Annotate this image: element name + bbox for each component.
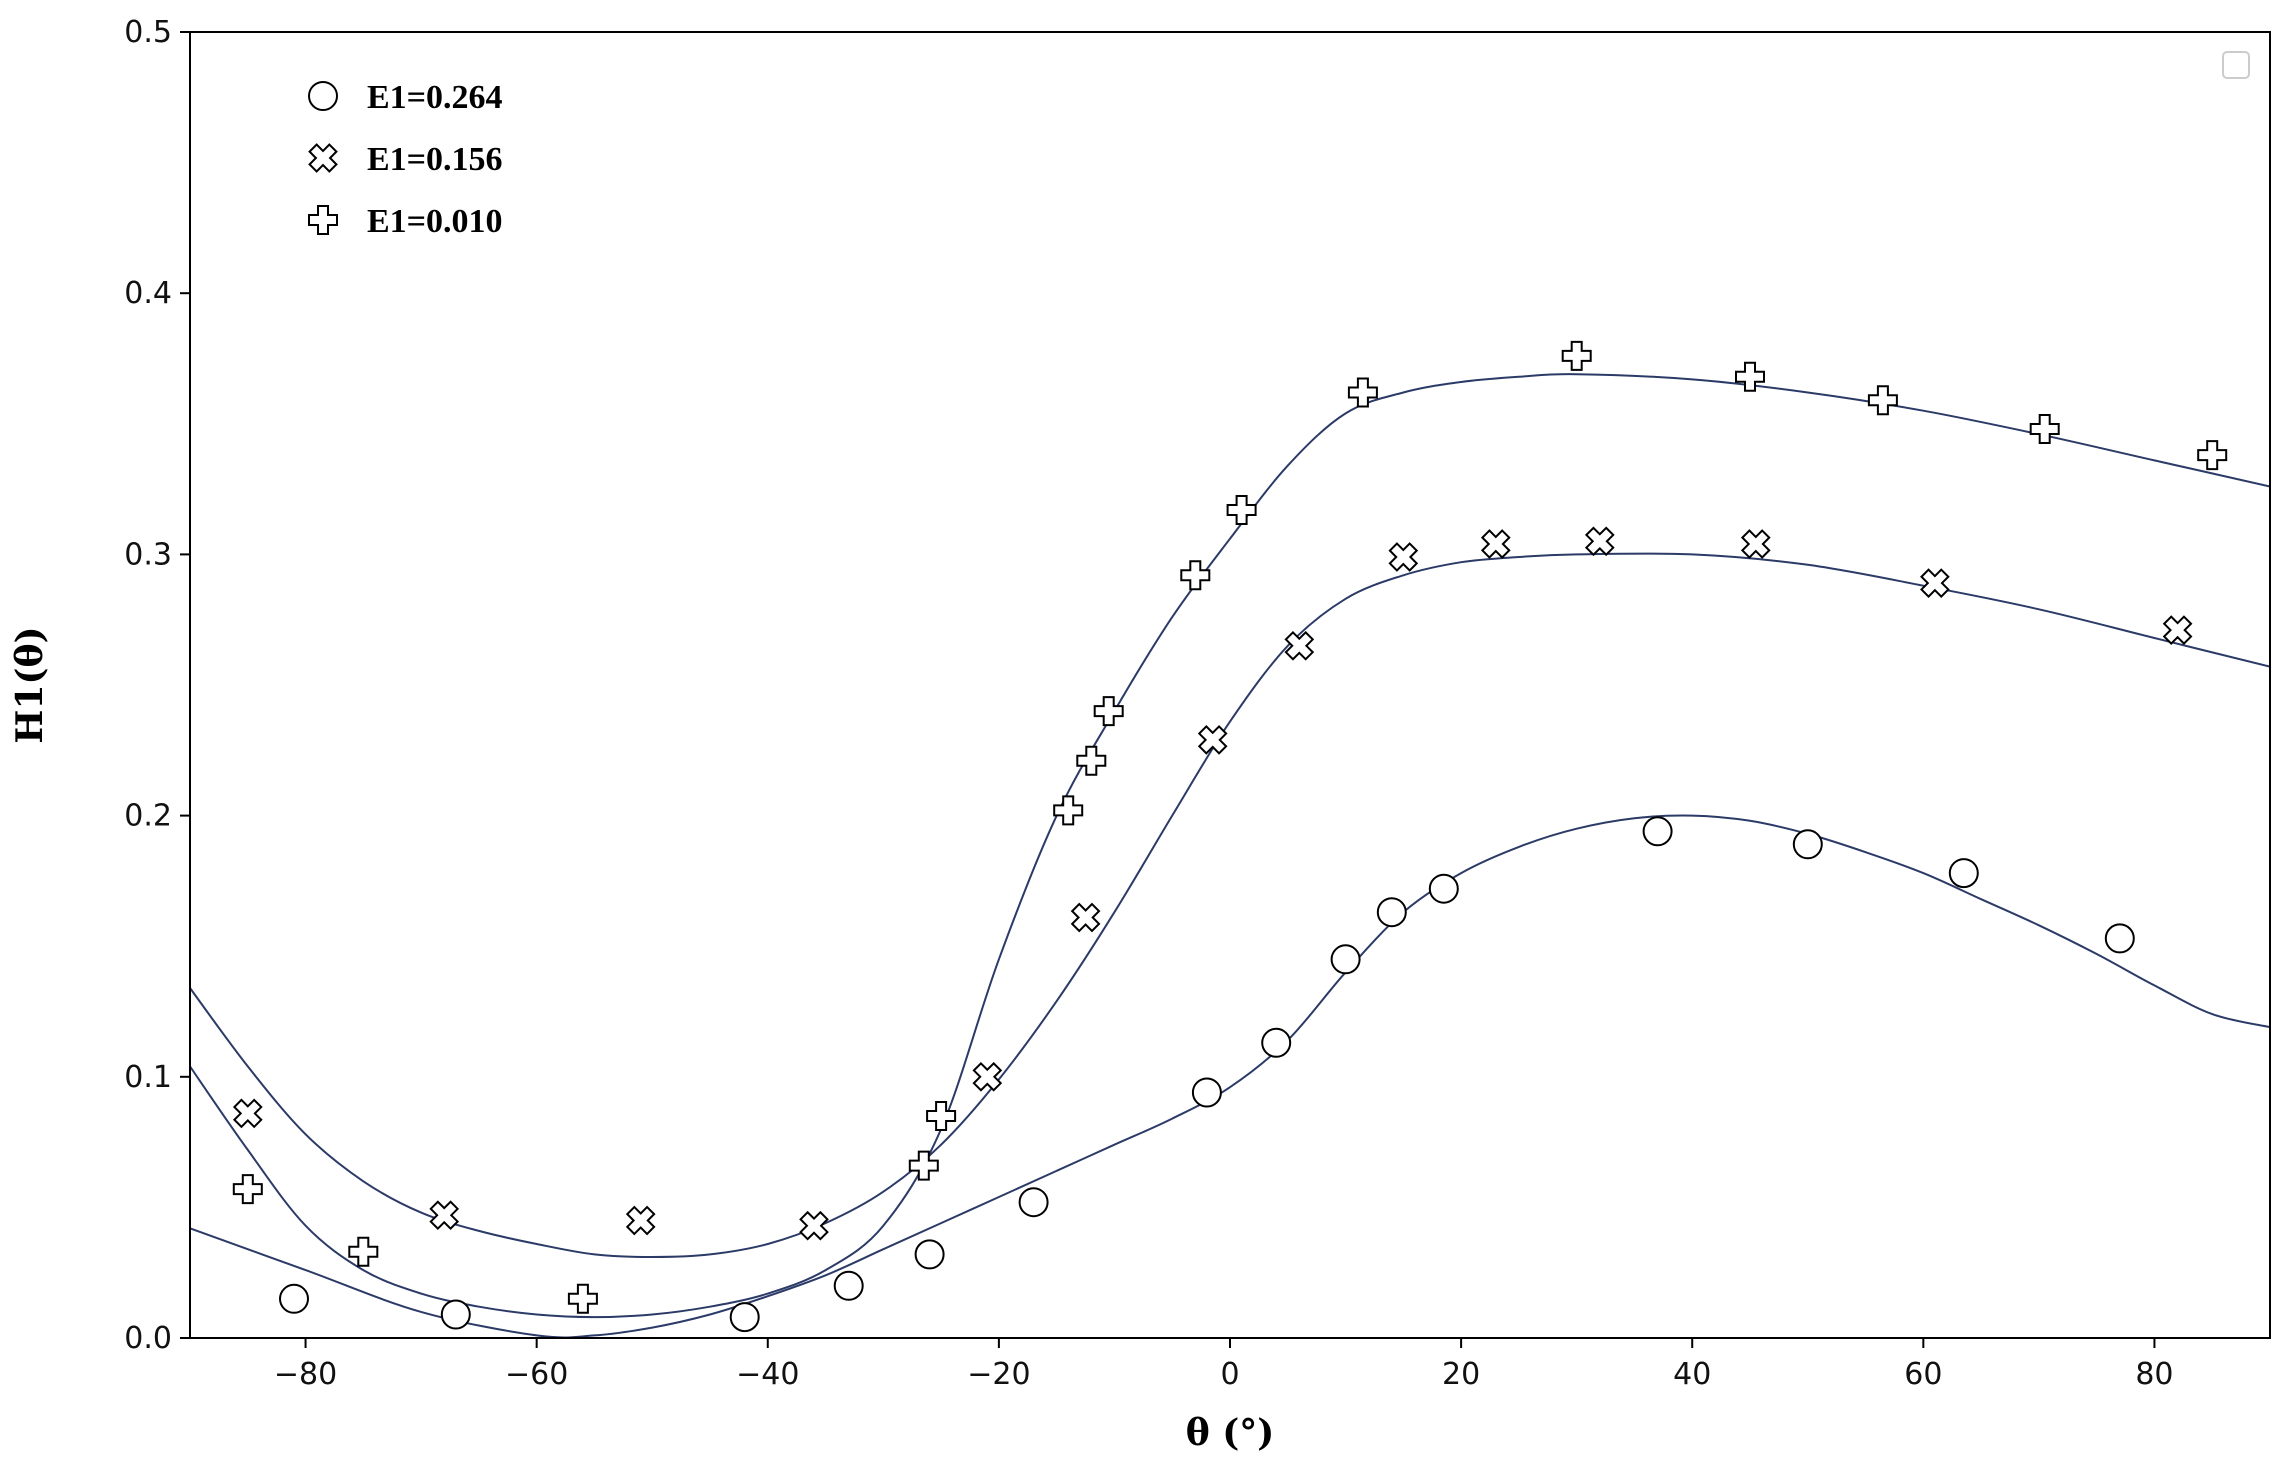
x-tick-label: −60 bbox=[505, 1357, 568, 1392]
data-point-series-1-4 bbox=[833, 1270, 864, 1301]
data-point-series-1-9 bbox=[1330, 944, 1361, 975]
y-tick-label: 0.1 bbox=[124, 1060, 172, 1095]
x-tick-label: 60 bbox=[1904, 1357, 1942, 1392]
x-axis-ticks: −80 −60 −40 −20 0 20 40 60 80 bbox=[274, 1338, 2174, 1392]
data-point-series-2-14 bbox=[2162, 615, 2193, 645]
data-point-series-1-6 bbox=[1018, 1187, 1049, 1218]
data-point-series-2-5 bbox=[972, 1061, 1003, 1092]
legend-marker-3 bbox=[308, 205, 338, 235]
x-tick-label: −80 bbox=[274, 1357, 337, 1392]
legend-item-1: E1=0.264 bbox=[308, 79, 503, 116]
legend-label: E1=0.156 bbox=[367, 141, 503, 178]
data-point-series-1-15 bbox=[2104, 923, 2135, 954]
data-point-series-2-1 bbox=[232, 1098, 263, 1129]
fit-line-series-1 bbox=[190, 814, 2270, 1338]
y-tick-label: 0.4 bbox=[124, 276, 172, 311]
data-point-series-1-13 bbox=[1792, 829, 1823, 860]
data-point-series-1-8 bbox=[1261, 1027, 1292, 1058]
data-point-series-3-5 bbox=[926, 1101, 957, 1131]
data-point-series-1-11 bbox=[1428, 873, 1459, 904]
data-point-series-2-11 bbox=[1584, 526, 1615, 557]
data-point-series-3-16 bbox=[2197, 440, 2228, 471]
data-point-series-2-6 bbox=[1070, 902, 1101, 933]
data-point-series-3-12 bbox=[1561, 340, 1592, 371]
data-point-series-3-10 bbox=[1226, 495, 1257, 525]
legend-item-2: E1=0.156 bbox=[308, 141, 503, 178]
data-point-series-3-6 bbox=[1053, 795, 1084, 826]
x-tick-label: 80 bbox=[2135, 1357, 2173, 1392]
y-tick-label: 0.2 bbox=[124, 799, 172, 834]
fit-lines bbox=[190, 373, 2270, 1338]
data-point-series-3-8 bbox=[1093, 696, 1124, 727]
data-point-series-3-4 bbox=[908, 1150, 939, 1181]
data-point-series-1-14 bbox=[1948, 858, 1979, 889]
data-point-series-2-9 bbox=[1388, 542, 1419, 572]
data-point-series-3-7 bbox=[1076, 745, 1107, 776]
data-point-series-2-12 bbox=[1740, 529, 1771, 559]
x-tick-label: 0 bbox=[1220, 1357, 1239, 1392]
legend-label: E1=0.010 bbox=[367, 203, 503, 240]
data-point-series-1-10 bbox=[1376, 897, 1407, 928]
data-point-series-3-1 bbox=[232, 1174, 263, 1205]
data-point-series-2-10 bbox=[1480, 529, 1511, 559]
y-tick-label: 0.3 bbox=[124, 537, 172, 572]
x-tick-label: 20 bbox=[1442, 1357, 1480, 1392]
data-point-series-2-2 bbox=[429, 1200, 460, 1231]
x-tick-label: −40 bbox=[736, 1357, 799, 1392]
x-axis-title: θ (°) bbox=[1186, 1412, 1275, 1454]
data-point-series-3-13 bbox=[1735, 361, 1765, 392]
data-point-series-3-11 bbox=[1347, 377, 1378, 408]
x-tick-label: 40 bbox=[1673, 1357, 1711, 1392]
data-point-series-1-5 bbox=[914, 1239, 945, 1270]
y-axis-ticks: 0.0 0.1 0.2 0.3 0.4 0.5 bbox=[124, 15, 190, 1356]
data-markers bbox=[232, 340, 2228, 1333]
data-point-series-3-3 bbox=[567, 1283, 598, 1314]
data-point-series-2-7 bbox=[1197, 725, 1228, 755]
data-point-series-3-9 bbox=[1180, 560, 1211, 591]
empty-legend-box bbox=[2222, 51, 2250, 79]
data-point-series-1-2 bbox=[440, 1299, 471, 1330]
data-point-series-1-12 bbox=[1642, 816, 1673, 847]
legend-marker-2 bbox=[308, 143, 338, 173]
data-point-series-2-13 bbox=[1920, 568, 1950, 598]
data-point-series-3-15 bbox=[2029, 414, 2060, 444]
fit-line-series-2 bbox=[190, 552, 2270, 1259]
legend-label: E1=0.264 bbox=[367, 79, 503, 116]
data-point-series-1-3 bbox=[729, 1302, 760, 1333]
legend-item-3: E1=0.010 bbox=[308, 203, 503, 240]
data-point-series-2-8 bbox=[1284, 630, 1315, 661]
y-tick-label: 0.5 bbox=[124, 15, 172, 50]
y-axis-title: H1(θ) bbox=[9, 626, 51, 743]
data-point-series-1-1 bbox=[279, 1283, 309, 1314]
legend: E1=0.264 E1=0.156 E1=0.010 bbox=[308, 79, 503, 240]
data-point-series-2-3 bbox=[625, 1205, 656, 1236]
x-tick-label: −20 bbox=[967, 1357, 1030, 1392]
data-point-series-1-7 bbox=[1191, 1077, 1222, 1108]
y-tick-label: 0.0 bbox=[124, 1321, 172, 1356]
data-point-series-3-14 bbox=[1867, 385, 1898, 416]
legend-marker-1 bbox=[308, 81, 338, 111]
data-point-series-2-4 bbox=[799, 1210, 829, 1241]
data-point-series-3-2 bbox=[348, 1236, 379, 1267]
